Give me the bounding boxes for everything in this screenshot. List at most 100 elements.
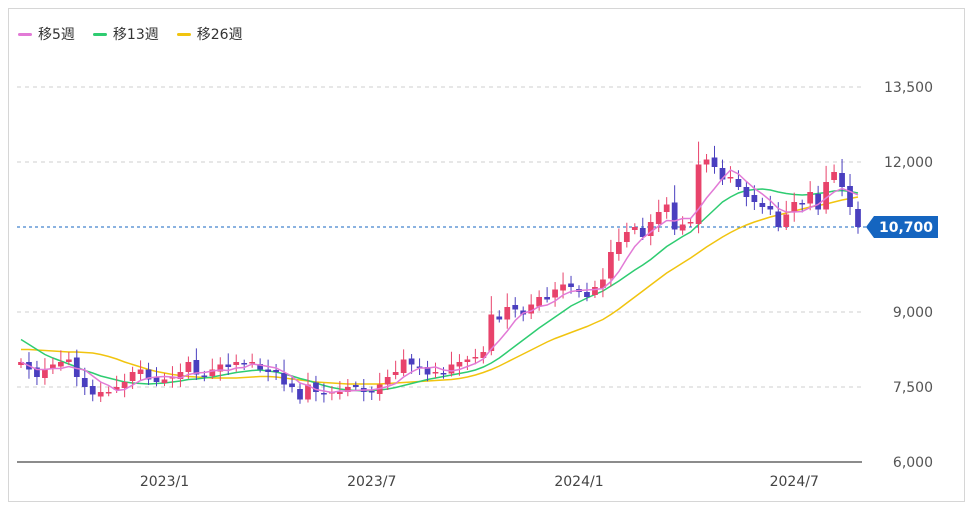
candle-body-66 <box>544 297 550 300</box>
candle-body-26 <box>225 364 232 367</box>
y-tick-label-3: 7,500 <box>893 380 933 396</box>
candle-body-93 <box>759 203 766 207</box>
candle-body-99 <box>807 192 814 204</box>
candle-body-78 <box>639 228 646 237</box>
candle-body-24 <box>209 369 216 376</box>
ma26-line <box>21 196 859 385</box>
y-tick-label-2: 9,000 <box>893 305 933 321</box>
legend-swatch-ma13 <box>92 32 107 36</box>
candle-body-69 <box>568 283 574 287</box>
candle-body-48 <box>400 359 407 373</box>
legend-label-ma13: 移13週 <box>112 27 159 43</box>
candle-body-7 <box>73 357 80 377</box>
candle-body-20 <box>177 372 184 379</box>
current-price-tag <box>866 216 938 238</box>
candle-body-102 <box>831 172 837 180</box>
candle-body-55 <box>456 362 463 367</box>
candle-body-62 <box>512 305 519 310</box>
candle-body-30 <box>257 364 264 370</box>
candle-body-95 <box>775 211 782 227</box>
candle-body-54 <box>448 364 455 374</box>
current-price-label: 10,700 <box>879 220 933 236</box>
candle-body-77 <box>631 227 638 230</box>
candle-body-2 <box>34 367 40 377</box>
candle-body-21 <box>185 362 192 372</box>
candle-body-41 <box>344 387 351 392</box>
candle-body-91 <box>743 187 750 197</box>
candle-body-67 <box>552 289 558 298</box>
candle-body-10 <box>97 392 104 397</box>
candle-body-37 <box>313 382 319 392</box>
ma13-line <box>20 188 859 392</box>
candle-body-105 <box>855 209 861 227</box>
candle-body-5 <box>57 362 64 367</box>
candle-body-83 <box>679 224 686 231</box>
candle-body-29 <box>249 362 256 364</box>
candle-body-87 <box>711 157 718 167</box>
candle-body-74 <box>608 252 614 279</box>
candle-body-64 <box>528 304 535 314</box>
candle-body-81 <box>663 204 670 212</box>
x-tick-label-0: 2023/1 <box>140 474 189 490</box>
legend-item-ma5[interactable]: 移5週 <box>18 24 75 44</box>
candle-body-97 <box>791 202 798 213</box>
candle-body-94 <box>767 206 774 210</box>
chart-legend: 移5週 移13週 移26週 <box>18 24 243 44</box>
candle-body-82 <box>671 202 678 230</box>
candle-body-79 <box>647 222 654 236</box>
candle-body-61 <box>504 307 511 320</box>
legend-swatch-ma26 <box>176 32 191 36</box>
candle-body-27 <box>233 362 240 365</box>
candle-body-53 <box>440 373 447 375</box>
x-tick-label-3: 2024/7 <box>770 474 819 490</box>
chart-frame <box>8 8 965 502</box>
y-tick-label-4: 6,000 <box>893 455 933 471</box>
candle-body-34 <box>289 383 295 387</box>
candle-body-104 <box>847 186 853 207</box>
candle-body-16 <box>145 369 152 380</box>
candle-body-98 <box>799 203 806 205</box>
legend-item-ma13[interactable]: 移13週 <box>92 24 159 44</box>
candle-body-57 <box>472 357 479 359</box>
candle-body-28 <box>241 363 248 365</box>
candle-body-4 <box>50 364 56 369</box>
candle-body-22 <box>193 360 200 375</box>
candle-body-17 <box>153 377 160 382</box>
candle-body-52 <box>432 372 439 374</box>
candle-body-3 <box>42 369 48 378</box>
candle-body-100 <box>815 194 822 210</box>
candle-body-75 <box>615 242 622 254</box>
legend-label-ma26: 移26週 <box>196 27 243 43</box>
candle-body-9 <box>89 386 96 395</box>
candle-body-60 <box>496 316 503 320</box>
x-tick-label-1: 2023/7 <box>347 474 396 490</box>
candle-body-13 <box>121 382 128 388</box>
candle-body-80 <box>655 212 662 224</box>
candle-body-101 <box>823 182 829 210</box>
candle-body-56 <box>464 359 471 362</box>
candle-body-0 <box>18 362 24 365</box>
candle-body-35 <box>297 389 303 400</box>
candle-body-6 <box>65 359 72 362</box>
candle-body-51 <box>424 367 431 375</box>
candle-body-73 <box>600 279 606 288</box>
candle-body-47 <box>392 372 399 375</box>
legend-label-ma5: 移5週 <box>38 27 75 43</box>
candle-body-18 <box>161 379 168 383</box>
candle-body-8 <box>81 378 88 387</box>
candle-body-103 <box>839 173 845 187</box>
candle-body-92 <box>751 195 758 202</box>
candle-body-59 <box>488 314 495 351</box>
ma5-line <box>20 169 859 394</box>
candle-body-90 <box>735 179 742 187</box>
candle-body-38 <box>321 393 327 395</box>
candle-body-68 <box>560 284 566 291</box>
candle-body-31 <box>265 369 271 372</box>
candle-body-14 <box>129 372 136 381</box>
legend-item-ma26[interactable]: 移26週 <box>176 24 243 44</box>
candle-body-58 <box>480 352 487 358</box>
candle-body-25 <box>217 364 224 372</box>
candle-body-89 <box>727 177 734 179</box>
candle-body-65 <box>536 297 543 307</box>
